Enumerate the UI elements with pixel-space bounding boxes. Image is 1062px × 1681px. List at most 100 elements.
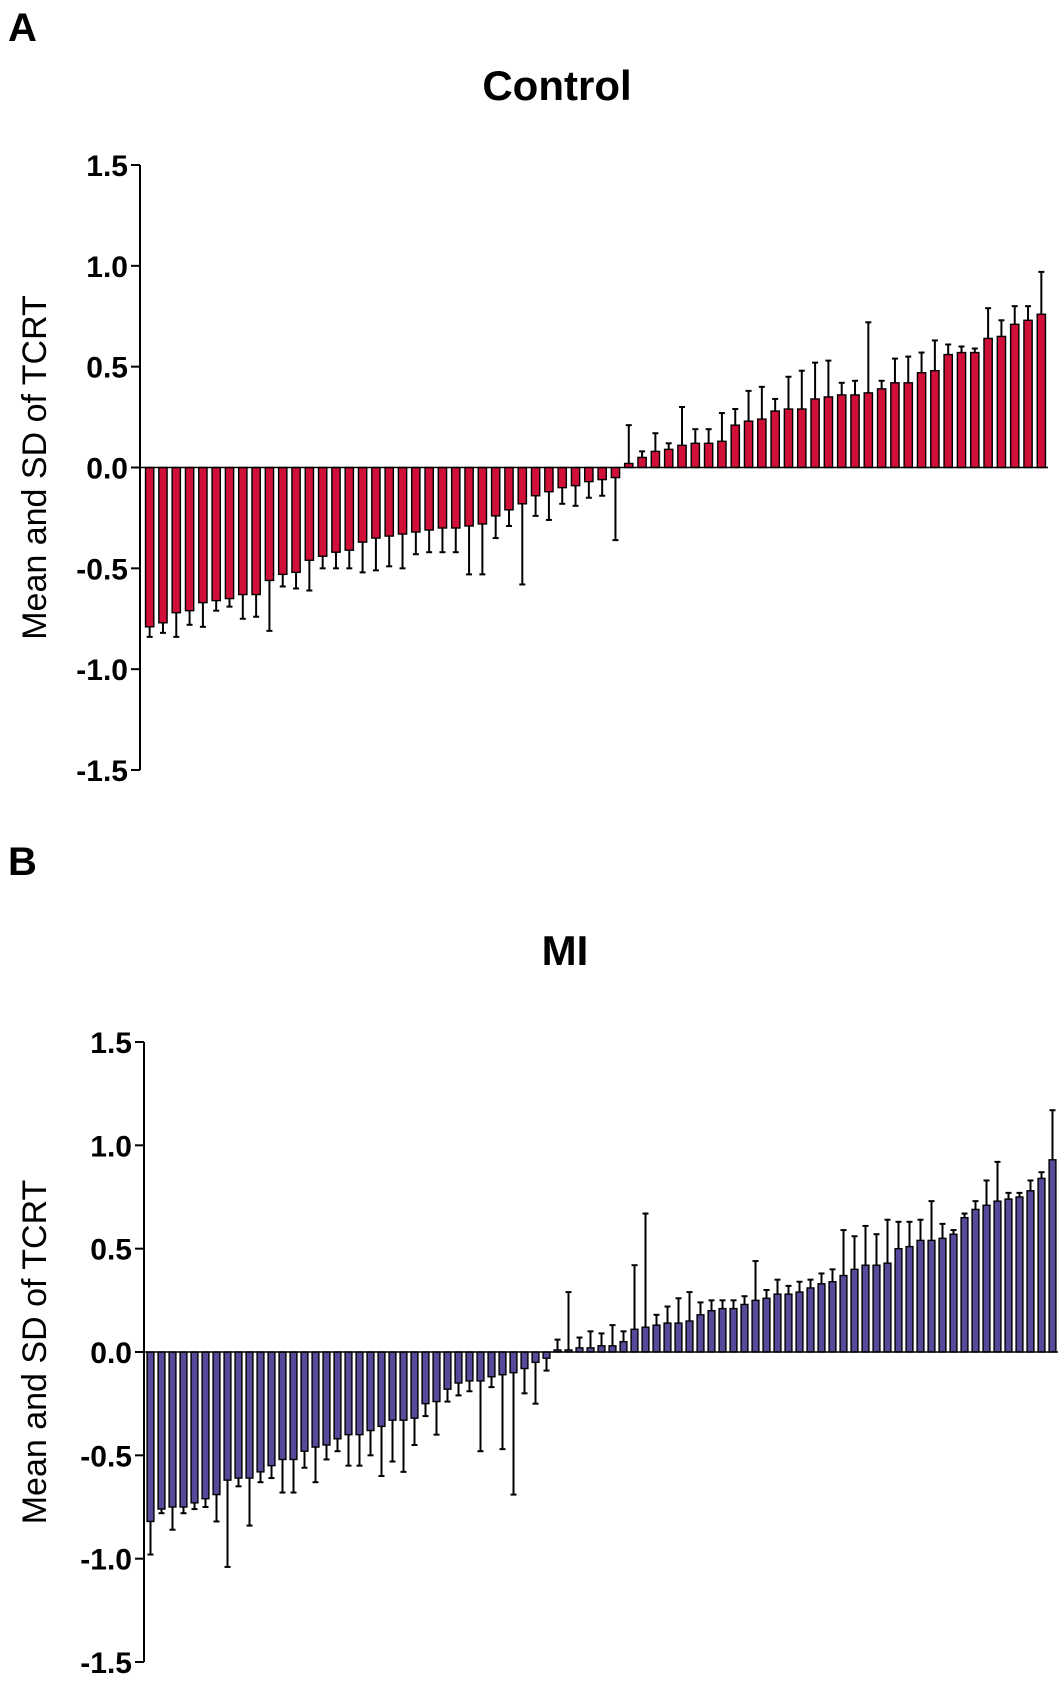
bar: [810, 398, 820, 469]
bar: [450, 466, 461, 529]
bar: [355, 1351, 364, 1436]
bar: [916, 372, 927, 469]
panel-b: B MI 1.5 1.0 0.5 0.0 -0.5 -1.0 -1.5 Mean and SD …: [0, 830, 1062, 1680]
bar: [839, 1274, 848, 1353]
bar: [311, 1351, 320, 1448]
bar: [969, 351, 980, 469]
bar: [504, 466, 514, 511]
bar: [211, 466, 222, 602]
bar: [212, 1351, 221, 1496]
bar: [663, 448, 674, 469]
bar: [157, 1351, 166, 1510]
bar: [703, 442, 714, 469]
y-tick-label: -0.5: [80, 1440, 132, 1473]
bar: [930, 370, 940, 469]
y-axis-label: Mean and SD of TCRT: [16, 295, 54, 640]
bar: [331, 466, 341, 553]
bar: [890, 382, 900, 469]
bar: [1037, 1177, 1046, 1353]
bar: [796, 408, 807, 469]
bar: [278, 1351, 287, 1461]
bar: [770, 410, 780, 469]
chart-title: MI: [542, 927, 589, 974]
y-axis-label: Mean and SD of TCRT: [16, 1180, 54, 1525]
bar: [1004, 1198, 1013, 1353]
bar: [652, 1324, 661, 1353]
bar: [650, 450, 661, 469]
bar: [663, 1322, 672, 1353]
bar: [530, 466, 541, 497]
bar: [850, 394, 860, 469]
bar: [223, 1351, 232, 1481]
bar: [171, 466, 182, 614]
bar: [784, 1293, 793, 1353]
bar: [357, 466, 368, 543]
bar: [717, 440, 727, 469]
bar: [146, 1351, 155, 1523]
bar: [388, 1351, 397, 1421]
bar: [993, 1200, 1002, 1353]
mi-bar-chart: MI 1.5 1.0 0.5 0.0 -0.5 -1.0 -1.5 Mean and SD of…: [16, 927, 1058, 1680]
bar: [584, 466, 594, 483]
bar: [971, 1208, 980, 1353]
bar: [317, 466, 328, 557]
bar: [1015, 1196, 1024, 1353]
bar: [144, 466, 155, 628]
bar: [234, 1351, 243, 1479]
bar: [421, 1351, 430, 1405]
bar: [894, 1247, 903, 1353]
bar: [927, 1239, 936, 1353]
y-tick-label: 1.5: [86, 150, 128, 183]
panel-a: A Control 1.5 1.0 0.5 0.0 -0.5 -1.0 -1.5 Mean an…: [0, 0, 1062, 830]
bar: [762, 1297, 771, 1353]
bar: [718, 1307, 727, 1353]
bar: [1023, 319, 1033, 469]
bar: [610, 466, 621, 479]
bar: [557, 466, 568, 489]
bar: [982, 1204, 991, 1353]
bar: [397, 466, 408, 535]
bar: [322, 1351, 331, 1446]
bar: [432, 1351, 441, 1403]
bar: [487, 1351, 496, 1378]
bar: [190, 1351, 199, 1504]
bar: [883, 1262, 892, 1353]
bar: [828, 1281, 837, 1353]
bar: [956, 351, 967, 469]
bar: [184, 466, 195, 612]
bar: [1026, 1190, 1035, 1353]
bar: [490, 466, 501, 517]
bar: [677, 444, 687, 469]
bar: [690, 442, 701, 469]
bar: [517, 466, 528, 505]
bar: [168, 1351, 177, 1508]
bar: [477, 466, 488, 525]
bar: [344, 1351, 353, 1436]
bar: [903, 382, 914, 469]
y-tick-label: 0.5: [90, 1234, 132, 1267]
bar: [876, 388, 887, 469]
bar: [366, 1351, 375, 1432]
bar: [949, 1233, 958, 1353]
bar: [224, 466, 235, 600]
bar: [817, 1283, 826, 1353]
bar: [333, 1351, 342, 1440]
y-tick-label: -1.0: [76, 654, 128, 687]
bar: [637, 456, 647, 469]
bar: [344, 466, 355, 551]
bar: [300, 1351, 309, 1452]
bar: [410, 1351, 419, 1419]
bar: [454, 1351, 463, 1384]
bar: [277, 466, 288, 576]
y-tick-label: 0.0: [86, 453, 128, 486]
bar: [424, 466, 434, 531]
chart-title: Control: [482, 62, 631, 109]
bar: [1009, 323, 1020, 469]
control-bar-chart: Control 1.5 1.0 0.5 0.0 -0.5 -1.0 -1.5 Mean and …: [16, 62, 1048, 788]
bar: [1036, 313, 1047, 469]
y-tick-label: -1.5: [80, 1647, 132, 1676]
bar: [476, 1351, 485, 1382]
bar: [730, 424, 741, 469]
bar: [943, 353, 954, 469]
bar: [237, 466, 248, 596]
